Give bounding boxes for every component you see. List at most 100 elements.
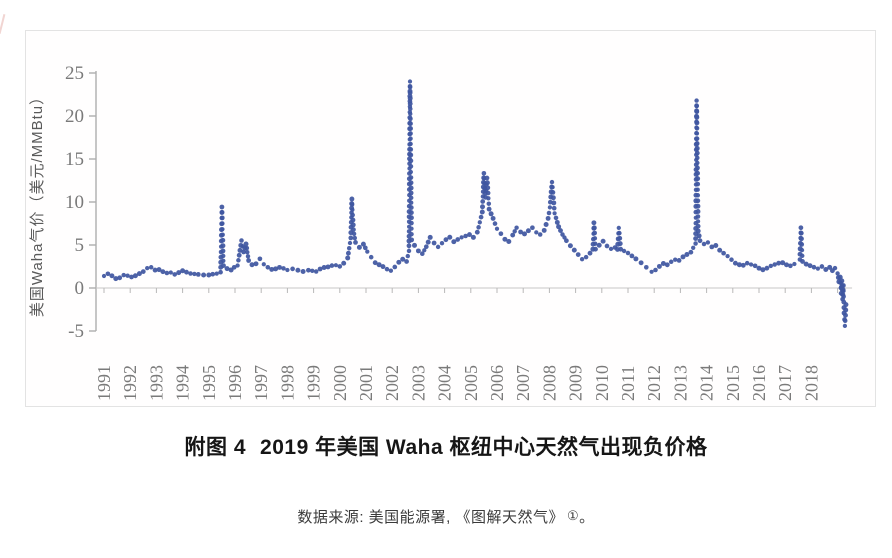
data-point	[409, 237, 415, 243]
data-point	[408, 106, 413, 112]
x-tick-label: 1995	[199, 365, 219, 401]
data-point	[551, 205, 557, 211]
data-point	[400, 256, 406, 262]
data-point	[459, 235, 464, 240]
data-point	[408, 210, 414, 216]
data-point	[522, 231, 527, 237]
data-point	[192, 271, 197, 277]
data-point	[688, 249, 694, 255]
data-point	[512, 229, 517, 234]
data-point	[265, 265, 271, 270]
data-point	[695, 176, 701, 182]
figure-caption-label: 附图 4	[184, 436, 247, 459]
data-point	[695, 223, 701, 229]
data-point	[649, 269, 654, 274]
x-tick-label: 2000	[330, 365, 350, 401]
data-point	[409, 220, 414, 226]
data-point	[285, 267, 290, 273]
data-point	[803, 261, 809, 267]
data-point	[591, 225, 597, 231]
data-point	[408, 185, 414, 191]
data-point	[506, 239, 512, 244]
data-point	[543, 222, 549, 227]
data-point	[510, 232, 516, 238]
data-point	[406, 248, 412, 254]
x-tick-label: 2015	[723, 365, 743, 401]
data-point	[843, 302, 849, 308]
data-point	[329, 263, 335, 268]
data-point	[241, 249, 246, 255]
data-point	[408, 131, 413, 136]
data-point	[409, 200, 414, 205]
data-point	[325, 264, 331, 270]
data-point	[408, 116, 413, 122]
data-point	[351, 227, 356, 233]
data-point	[823, 267, 829, 272]
data-point	[485, 190, 491, 196]
data-point	[228, 267, 234, 273]
data-point	[705, 240, 711, 245]
data-point	[408, 215, 414, 221]
data-point	[333, 263, 338, 268]
data-point	[356, 244, 362, 250]
data-point	[348, 235, 354, 241]
data-point	[423, 244, 429, 250]
data-point	[345, 255, 351, 261]
data-point	[476, 225, 481, 230]
x-tick-label: 2008	[539, 365, 559, 401]
x-tick-label: 2005	[461, 365, 481, 401]
data-point	[592, 230, 597, 236]
data-point	[231, 264, 237, 270]
data-point	[564, 238, 569, 244]
data-point	[277, 264, 282, 270]
data-point	[245, 254, 251, 259]
data-point	[668, 259, 674, 265]
data-point	[164, 270, 170, 276]
data-point	[571, 247, 577, 253]
data-point	[547, 205, 553, 210]
data-point	[694, 125, 700, 131]
x-tick-label: 1996	[225, 365, 245, 401]
data-point	[591, 220, 597, 226]
data-point	[349, 202, 355, 207]
x-tick-label: 1997	[251, 365, 271, 401]
data-point	[480, 199, 486, 204]
data-point	[725, 253, 730, 259]
data-point	[376, 262, 382, 268]
data-point	[195, 272, 201, 277]
data-point	[841, 283, 846, 288]
data-point	[633, 256, 639, 262]
data-point	[388, 268, 394, 273]
data-point	[486, 201, 492, 206]
data-point	[717, 247, 723, 253]
data-point	[694, 103, 699, 109]
figure-caption: 附图 4 2019 年美国 Waha 枢纽中心天然气出现负价格	[0, 431, 892, 461]
data-point	[673, 257, 678, 262]
figure-source: 数据来源: 美国能源署, 《图解天然气》 ①。	[0, 506, 892, 527]
data-point	[558, 228, 563, 234]
data-point	[443, 237, 449, 243]
data-point	[219, 221, 225, 226]
data-point	[349, 196, 355, 202]
data-point	[478, 214, 484, 220]
data-point	[490, 215, 496, 221]
data-point	[220, 237, 226, 243]
data-point	[237, 247, 243, 253]
data-point	[625, 250, 631, 256]
data-point	[695, 155, 700, 161]
data-point	[537, 232, 543, 237]
x-tick-label: 1999	[304, 365, 324, 401]
x-tick-label: 2011	[618, 366, 638, 401]
data-point	[608, 246, 614, 252]
x-tick-label: 1992	[120, 365, 140, 401]
data-point	[772, 262, 777, 267]
data-point	[346, 245, 352, 251]
data-point	[494, 226, 500, 231]
data-point	[306, 267, 311, 273]
data-point	[713, 243, 719, 248]
data-point	[643, 264, 649, 270]
data-point	[474, 229, 480, 235]
data-point	[351, 231, 357, 237]
x-tick-label: 2004	[435, 365, 455, 401]
